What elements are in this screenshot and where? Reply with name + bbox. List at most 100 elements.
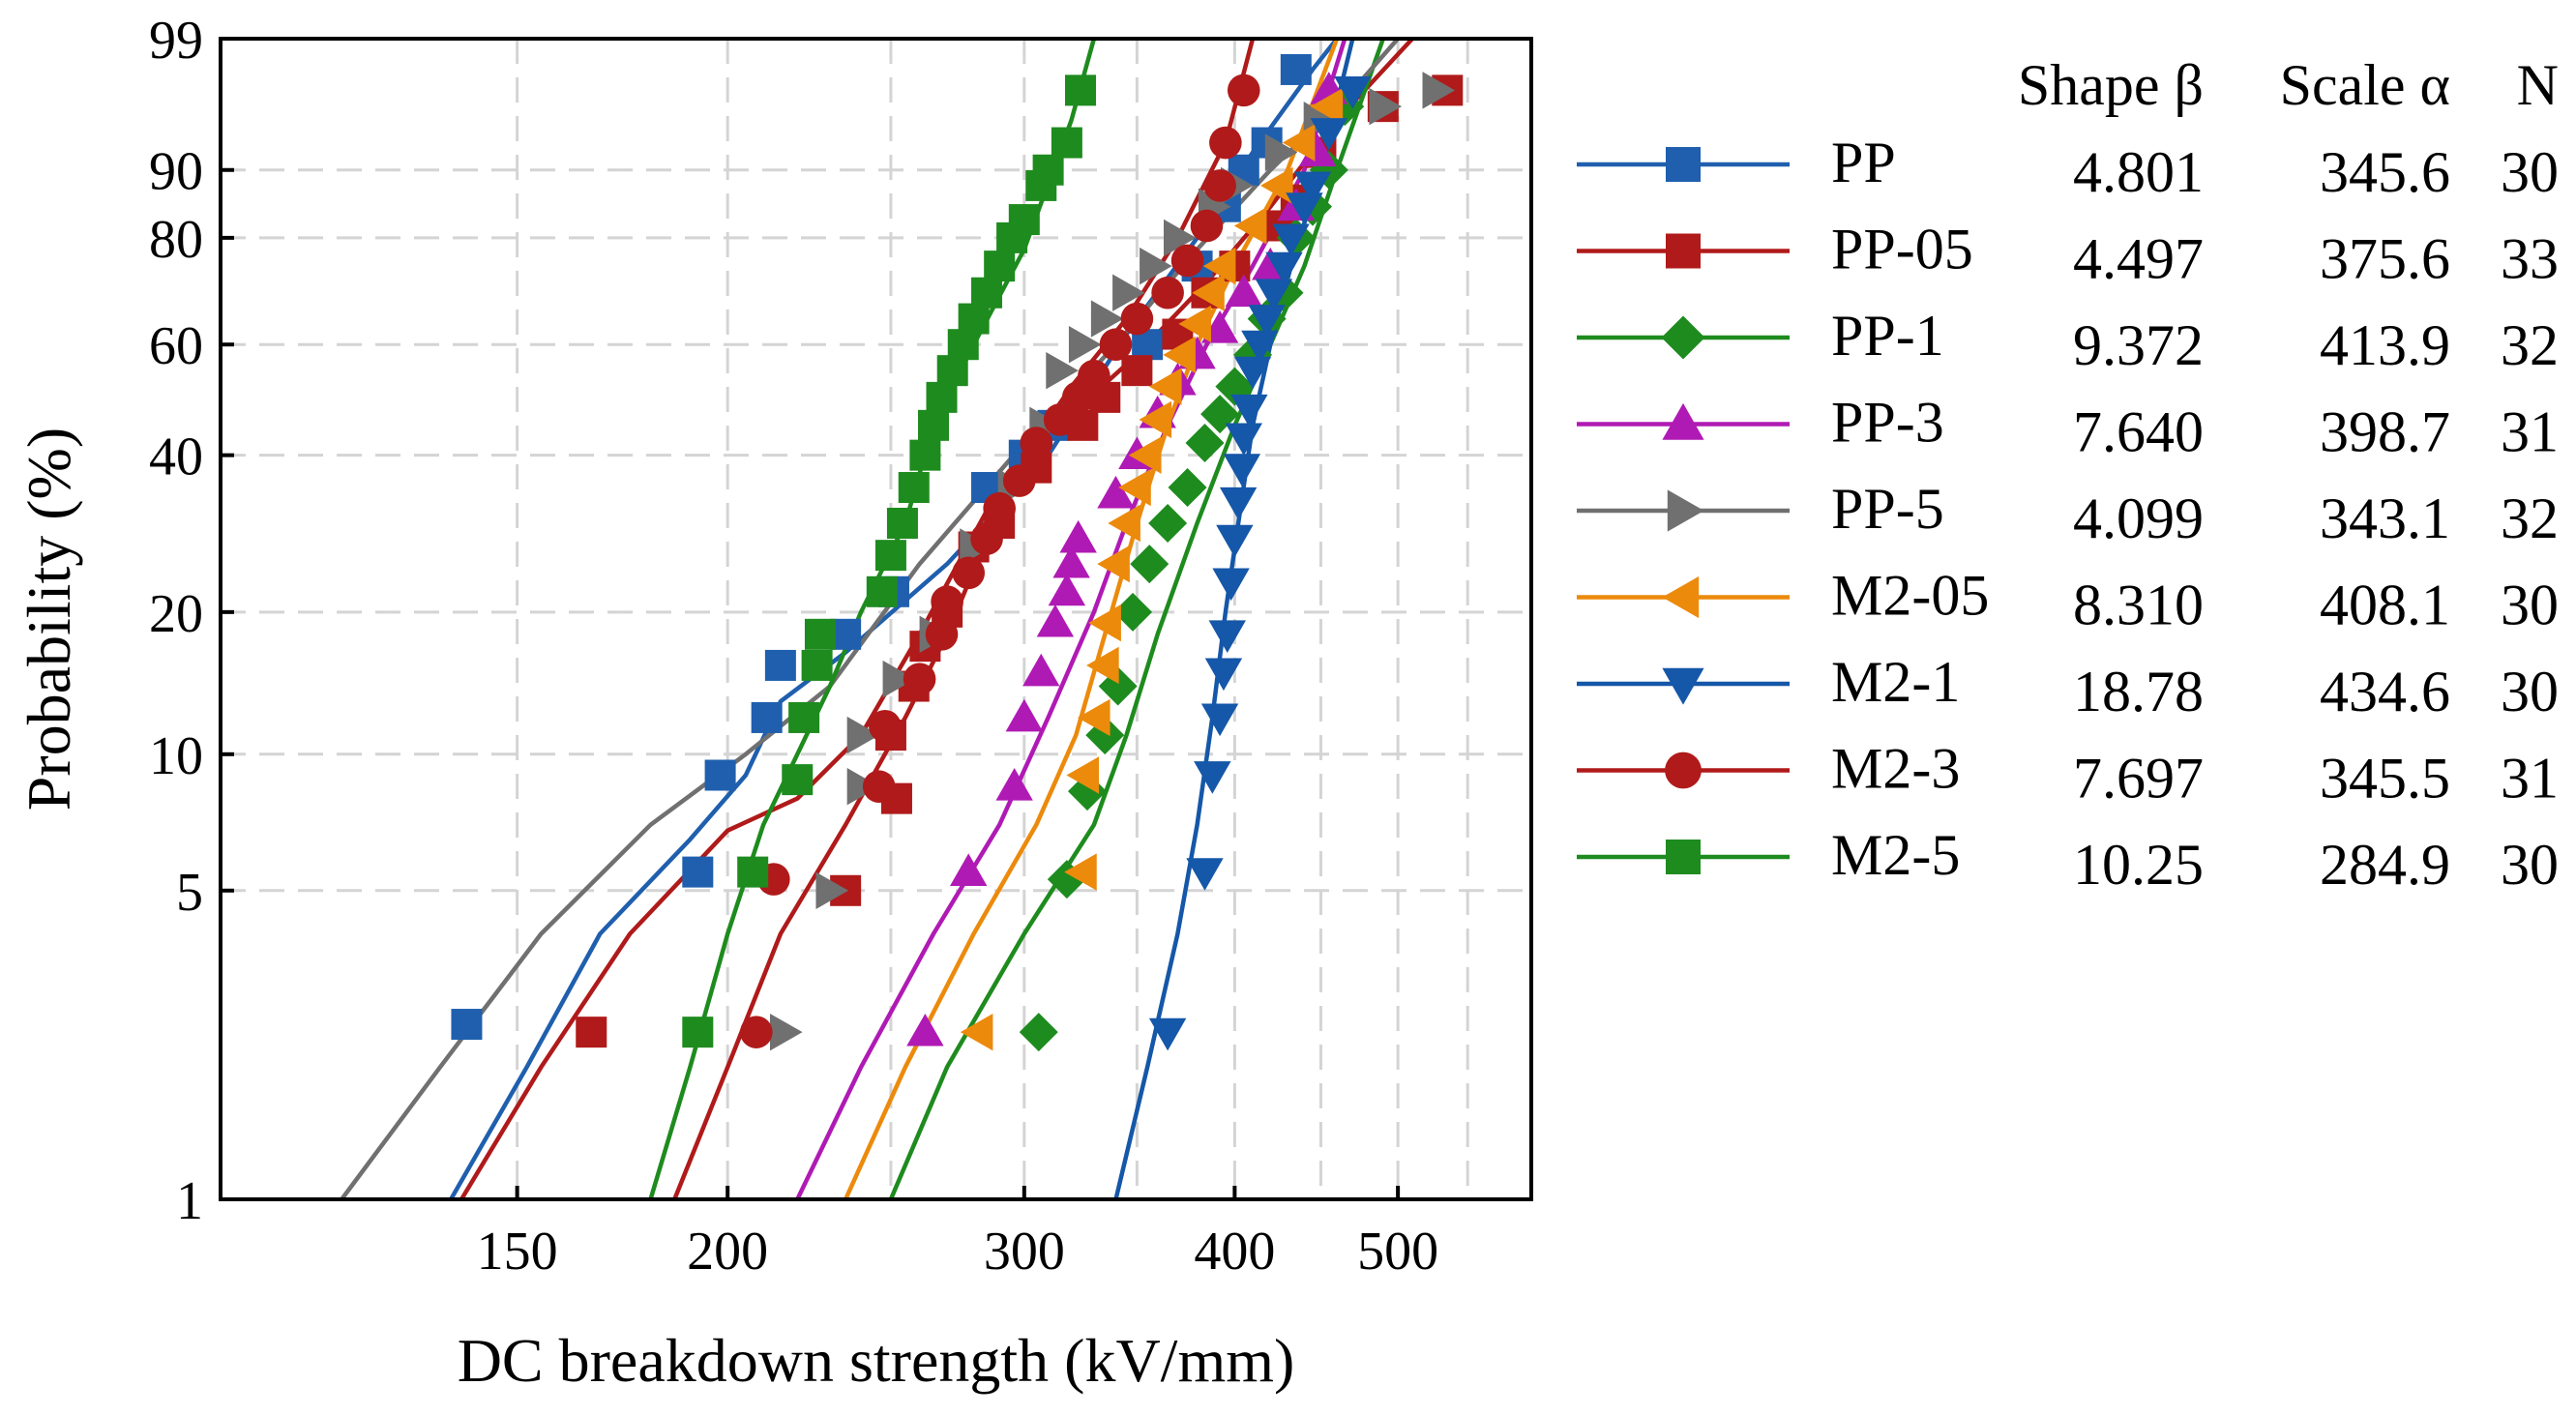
data-point-pp-3 (1052, 545, 1090, 578)
legend-label: PP-05 (1831, 218, 1973, 281)
legend-scale-value: 343.1 (2320, 486, 2450, 550)
data-point-m2-05 (1064, 853, 1097, 891)
data-point-m2-3 (931, 585, 963, 618)
y-tick-label: 10 (149, 726, 203, 786)
legend-shape-value: 4.497 (2073, 227, 2204, 291)
x-tick-label: 300 (984, 1222, 1065, 1282)
data-point-m2-5 (936, 355, 968, 387)
data-point-m2-1 (1310, 118, 1347, 151)
data-point-m2-3 (1078, 359, 1110, 393)
data-point-pp (682, 856, 714, 888)
data-point-m2-05 (1097, 545, 1130, 583)
legend-n-value: 31 (2501, 747, 2559, 811)
data-point-pp (1280, 53, 1312, 85)
legend-scale-value: 413.9 (2320, 313, 2450, 377)
legend-n-value: 32 (2501, 313, 2559, 377)
data-point-m2-1 (1272, 223, 1310, 257)
data-point-m2-1 (1204, 658, 1243, 692)
legend-n-value: 30 (2501, 833, 2559, 897)
data-point-pp-1 (1113, 592, 1153, 632)
legend-marker (1665, 752, 1702, 789)
data-point-pp-3 (906, 1013, 944, 1047)
data-point-pp-5 (1369, 87, 1403, 126)
legend-shape-value: 9.372 (2073, 313, 2204, 377)
legend-label: PP-5 (1831, 477, 1944, 541)
data-point-m2-5 (866, 575, 898, 607)
legend-entry-m2-3: M2-3 7.697 345.5 31 (1577, 737, 2559, 811)
data-point-pp-1 (1148, 503, 1188, 543)
data-point-m2-05 (1128, 436, 1162, 474)
data-point-m2-3 (740, 1016, 773, 1048)
data-point-pp-1 (1185, 424, 1225, 463)
data-point-m2-1 (1225, 423, 1262, 457)
legend-entry-pp: PP 4.801 345.6 30 (1577, 131, 2559, 204)
legend-marker (1666, 147, 1701, 182)
data-point-pp-5 (1090, 300, 1124, 338)
fit-line-m2-05 (844, 39, 1340, 1199)
legend-shape-value: 7.697 (2073, 747, 2204, 811)
data-point-m2-1 (1216, 524, 1254, 558)
data-point-pp-3 (1048, 573, 1086, 606)
legend-entry-pp-3: PP-3 7.640 398.7 31 (1577, 391, 2559, 464)
legend-label: PP-1 (1831, 304, 1944, 368)
data-point-pp-5 (815, 871, 849, 909)
y-tick-label: 90 (149, 142, 203, 202)
data-point-m2-1 (1186, 858, 1224, 891)
data-point-m2-1 (1293, 171, 1332, 205)
series-layer (340, 39, 1464, 1199)
data-point-pp-3 (1225, 274, 1262, 308)
legend: Shape β Scale α N PP 4.801 345.6 30 PP-05 4.497 3… (1577, 53, 2559, 897)
data-point-m2-1 (1200, 703, 1239, 737)
y-tick-label: 20 (149, 584, 203, 644)
data-point-pp-1 (1130, 545, 1170, 584)
legend-label: M2-5 (1831, 823, 1960, 887)
data-point-m2-3 (1120, 302, 1154, 336)
data-point-m2-3 (1020, 427, 1053, 459)
legend-marker (1666, 233, 1701, 269)
data-point-pp-3 (950, 853, 988, 887)
legend-label: PP-3 (1831, 391, 1944, 455)
data-point-pp-05 (1121, 355, 1153, 387)
data-point-m2-5 (898, 472, 930, 504)
legend-marker (1666, 840, 1701, 874)
data-point-pp-5 (1164, 219, 1197, 257)
data-point-m2-3 (970, 522, 1003, 555)
grid-lines (221, 37, 1531, 1201)
data-point-m2-3 (1203, 169, 1236, 202)
data-point-pp-3 (1097, 475, 1135, 509)
legend-scale-value: 284.9 (2320, 833, 2450, 897)
legend-n-value: 32 (2501, 486, 2559, 550)
data-point-m2-05 (1282, 124, 1316, 162)
data-point-m2-3 (1227, 74, 1260, 107)
data-point-m2-5 (804, 618, 836, 650)
data-point-pp-5 (1140, 247, 1172, 285)
data-point-m2-05 (1088, 604, 1121, 642)
legend-scale-value: 434.6 (2320, 660, 2450, 723)
legend-entry-pp-05: PP-05 4.497 375.6 33 (1577, 218, 2559, 291)
data-point-m2-3 (983, 491, 1016, 525)
legend-n-value: 30 (2501, 660, 2559, 723)
y-tick-label: 60 (149, 316, 203, 376)
legend-n-value: 31 (2501, 400, 2559, 464)
legend-shape-value: 18.78 (2073, 660, 2204, 723)
legend-shape-value: 4.801 (2073, 140, 2204, 204)
data-point-m2-3 (1099, 328, 1133, 362)
y-tick-label: 80 (149, 210, 203, 270)
legend-header-scale: Scale α (2280, 53, 2450, 117)
data-point-m2-05 (1066, 756, 1100, 794)
data-point-m2-5 (926, 381, 958, 413)
data-point-m2-05 (1233, 207, 1267, 245)
legend-marker (1667, 489, 1704, 532)
legend-label: PP (1831, 131, 1896, 194)
data-point-m2-1 (1223, 454, 1261, 486)
y-tick-label: 1 (176, 1171, 203, 1231)
data-point-m2-3 (1170, 244, 1204, 278)
data-point-pp-1 (1168, 468, 1207, 508)
data-point-m2-1 (1248, 305, 1286, 338)
legend-label: M2-1 (1831, 650, 1960, 714)
legend-scale-value: 375.6 (2320, 227, 2450, 291)
legend-n-value: 30 (2501, 574, 2559, 637)
x-tick-label: 500 (1357, 1222, 1438, 1282)
data-point-pp-3 (1036, 604, 1075, 637)
data-point-m2-05 (1260, 166, 1293, 205)
